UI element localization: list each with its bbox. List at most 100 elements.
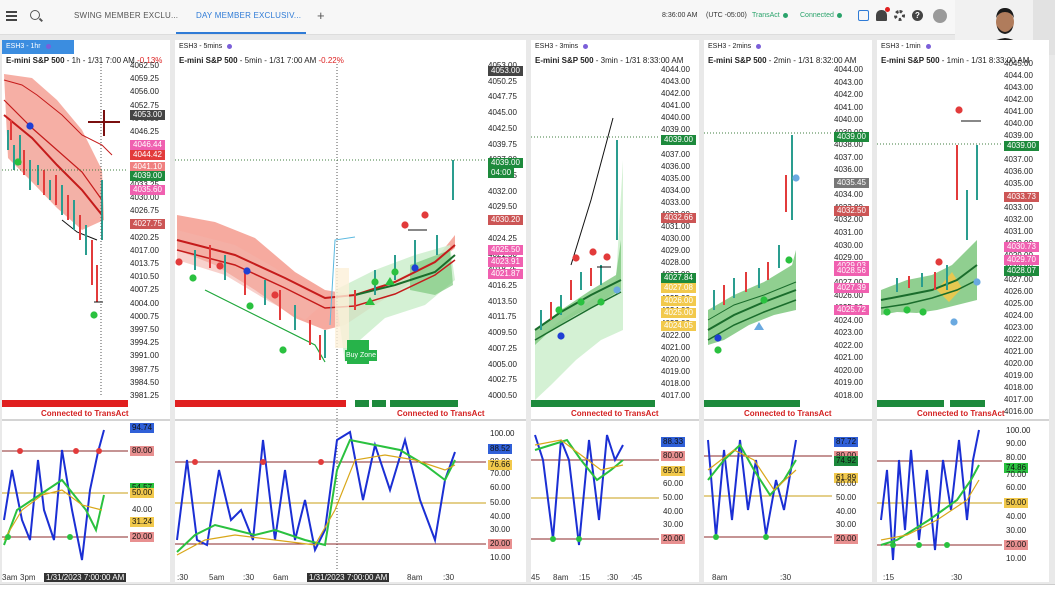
time-tick-label: :30 [443,573,455,582]
tab-swing-member[interactable]: SWING MEMBER EXCLU... [74,11,179,20]
price-tick-label: 4010.50 [130,272,159,282]
hamburger-menu-icon[interactable] [6,11,17,21]
price-marker-label: 4044.42 [130,150,165,160]
time-tick-label: 45 [531,573,540,582]
chart-drawing[interactable] [877,40,1049,582]
chart-drawing[interactable] [704,40,872,582]
price-tick-label: 4039.00 [661,125,690,135]
price-tick-label: 4041.00 [834,102,863,112]
price-tick-label: 4033.00 [1004,203,1033,212]
oscillator-tick-label: 30.00 [663,520,684,529]
webcam-overlay [955,0,1055,55]
price-tick-label: 4020.00 [834,365,863,375]
price-marker-label: 4027.08 [661,283,696,293]
price-tick-label: 4021.00 [661,342,690,352]
oscillator-tick-label: 80.00 [1006,453,1027,462]
price-tick-label: 4024.00 [834,315,863,325]
chart-panel-3mins: ESH3 - 3mins E-mini S&P 500 - 3min - 1/3… [531,40,699,582]
price-marker-label: 4039.00 [488,158,523,168]
bell-icon[interactable] [876,7,890,21]
clock: 8:36:00 AM [662,12,698,19]
chart-drawing[interactable] [2,40,170,582]
price-marker-label: 4027.39 [834,283,869,293]
oscillator-tick-label: 60.00 [1006,483,1027,492]
tab-day-member[interactable]: DAY MEMBER EXCLUSIV... [196,11,302,20]
panel-tab[interactable]: ESH3 - 3mins [531,40,596,54]
search-icon[interactable] [30,10,40,20]
price-tick-label: 4040.00 [661,113,690,123]
time-tick-label: 5am [209,573,225,582]
price-marker-label: 4028.07 [1004,266,1039,276]
oscillator-tick-label: 100.00 [490,429,515,438]
panel-title: E-mini S&P 500 - 1h - 1/31 7:00 AM -0.13… [6,56,163,65]
oscillator-tick-label: 40.00 [132,505,153,514]
price-tick-label: 4037.00 [1004,155,1033,164]
price-tick-label: 4024.00 [1004,311,1033,320]
help-icon[interactable]: ? [912,10,923,21]
oscillator-tick-label: 60.00 [490,483,511,492]
price-tick-label: 4053.00 [488,61,517,70]
oscillator-tick-label: 74.92 [834,456,859,466]
price-tick-label: 4042.50 [488,123,517,133]
price-tick-label: 4019.00 [1004,371,1033,380]
price-tick-label: 4039.00 [1004,131,1033,140]
price-tick-label: 4045.00 [1004,59,1033,68]
time-tick-label: :30 [243,573,255,582]
oscillator-tick-label: 20.00 [130,532,155,542]
oscillator-tick-label: 50.00 [1004,498,1029,508]
oscillator-tick-label: 40.00 [1006,512,1027,521]
price-tick-label: 4007.25 [130,285,159,295]
oscillator-tick-label: 50.00 [130,488,155,498]
oscillator-tick-label: 40.00 [490,512,511,521]
panel-title: E-mini S&P 500 - 5min - 1/31 7:00 AM -0.… [179,56,344,65]
oscillator-tick-label: 50.00 [490,498,511,507]
price-marker-label: 4032.66 [661,213,696,223]
oscillator-tick-label: 20.00 [834,534,859,544]
price-tick-label: 4040.00 [834,115,863,125]
price-tick-label: 4021.00 [834,353,863,363]
price-tick-label: 4022.00 [1004,335,1033,344]
chart-drawing[interactable] [531,40,699,582]
panel-tab[interactable]: ESH3 - 1min [877,40,939,54]
price-marker-label: 4033.73 [1004,192,1039,202]
price-tick-label: 4043.00 [1004,83,1033,92]
price-tick-label: 3994.25 [130,338,159,348]
price-marker-label: 4026.00 [661,296,696,306]
price-tick-label: 4018.00 [661,378,690,388]
chart-panel-2mins: ESH3 - 2mins E-mini S&P 500 - 2min - 1/3… [704,40,872,582]
oscillator-tick-label: 20.00 [1004,540,1029,550]
save-icon[interactable] [858,10,869,21]
price-marker-label: 4032.50 [834,206,869,216]
price-tick-label: 4023.00 [834,328,863,338]
price-tick-label: 4046.25 [130,127,159,136]
panel-tab[interactable]: ESH3 - 2mins [704,40,769,54]
oscillator-tick-label: 61.89 [834,473,859,483]
panel-title: E-mini S&P 500 - 3min - 1/31 8:33:00 AM [535,56,684,65]
price-marker-label: 4030.73 [1004,242,1039,252]
user-avatar-icon[interactable] [933,9,947,23]
transact-status[interactable]: TransAct [752,12,788,19]
oscillator-tick-label: 30.00 [836,520,857,529]
price-tick-label: 4027.00 [1004,275,1033,284]
price-marker-label: 4029.70 [1004,255,1039,265]
price-tick-label: 4005.00 [488,359,517,369]
price-tick-label: 4027.00 [834,278,863,287]
gear-icon[interactable] [894,10,905,21]
chart-drawing[interactable] [175,40,526,582]
time-tick-label: :30 [607,573,619,582]
price-tick-label: 4029.00 [834,253,863,263]
price-tick-label: 4011.75 [488,312,517,322]
timezone[interactable]: (UTC -05:00) [706,12,747,19]
price-tick-label: 4042.00 [834,90,863,100]
price-tick-label: 4031.00 [661,221,690,231]
add-tab-button[interactable]: + [317,8,325,23]
panel-tab[interactable]: ESH3 - 5mins [175,40,240,54]
price-marker-label: 4035.45 [834,178,869,188]
connection-status[interactable]: Connected [800,12,842,19]
price-tick-label: 4044.00 [661,65,690,74]
price-tick-label: 4013.50 [488,296,517,306]
price-tick-label: 4035.00 [661,173,690,183]
price-tick-label: 4033.00 [661,197,690,207]
oscillator-tick-label: 69.01 [661,466,686,476]
panel-tab[interactable]: ESH3 - 1hr [2,40,74,54]
